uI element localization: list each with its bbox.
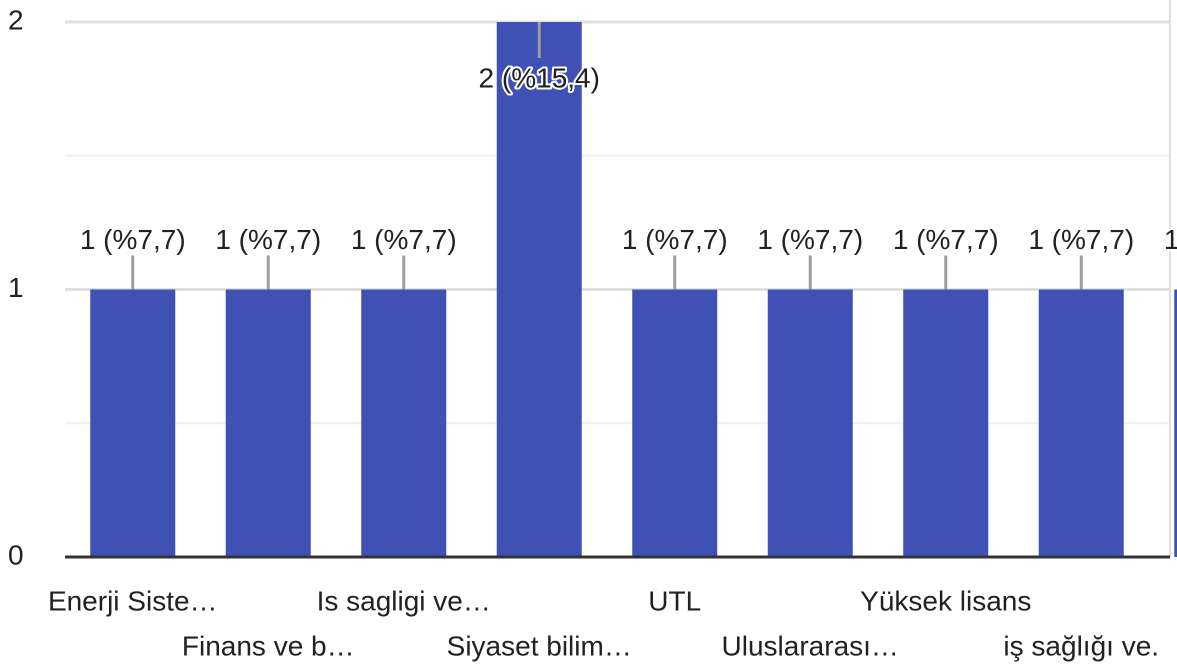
- data-label: 1 (%7,7): [351, 224, 457, 255]
- bar: [903, 289, 989, 557]
- data-label: 1 (%7,7): [757, 224, 863, 255]
- y-tick-label: 0: [8, 539, 24, 570]
- x-tick-label: Is sagligi ve…: [317, 585, 491, 616]
- data-label: 1 (%7,7): [1028, 224, 1134, 255]
- y-tick-label: 1: [8, 272, 24, 303]
- bar: [496, 22, 582, 557]
- bar: [632, 289, 718, 557]
- bar: [767, 289, 853, 557]
- data-label: 1 (%7,7): [622, 224, 728, 255]
- x-tick-label: Uluslararası…: [722, 630, 899, 661]
- bar: [90, 289, 176, 557]
- x-tick-label: Siyaset bilim…: [447, 630, 632, 661]
- x-tick-label: Enerji Siste…: [48, 585, 218, 616]
- x-tick-label: Yüksek lisans: [860, 585, 1031, 616]
- data-label: 1 (%7,7): [893, 224, 999, 255]
- y-tick-label: 2: [8, 4, 24, 35]
- bar: [1038, 289, 1124, 557]
- data-label: 1 (%7,7): [80, 224, 186, 255]
- bar: [225, 289, 311, 557]
- bar: [1174, 289, 1177, 557]
- data-label: 1 (%7,7): [1164, 224, 1177, 255]
- data-label: 1 (%7,7): [215, 224, 321, 255]
- data-label: 2 (%15,4): [479, 62, 600, 93]
- x-tick-label: Finans ve b…: [182, 630, 355, 661]
- bar: [361, 289, 447, 557]
- x-tick-label: iş sağlığı ve.: [1003, 630, 1159, 661]
- x-tick-label: UTL: [648, 585, 701, 616]
